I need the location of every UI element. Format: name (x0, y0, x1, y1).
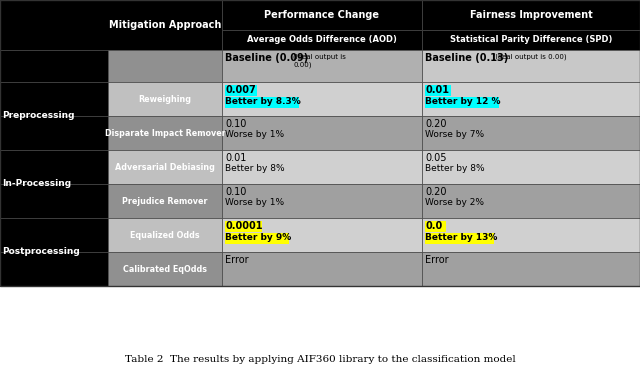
Bar (225, 97, 299, 108)
Text: 0.10: 0.10 (225, 187, 246, 197)
Bar (0, 252, 108, 286)
Text: Disparate Impact Remover: Disparate Impact Remover (104, 128, 225, 138)
Bar (0, 184, 108, 218)
Text: Better by 13%: Better by 13% (425, 233, 497, 242)
Text: Calibrated EqOdds: Calibrated EqOdds (123, 264, 207, 273)
Bar (108, 50, 222, 82)
Bar (222, 218, 422, 252)
Bar (422, 0, 640, 30)
Text: Table 2  The results by applying AIF360 library to the classification model: Table 2 The results by applying AIF360 l… (125, 355, 515, 363)
Bar (222, 184, 422, 218)
Text: Average Odds Difference (AOD): Average Odds Difference (AOD) (247, 35, 397, 45)
Bar (425, 85, 451, 96)
Bar (108, 82, 222, 116)
Text: 0.00): 0.00) (293, 62, 312, 68)
Text: Worse by 1%: Worse by 1% (225, 198, 284, 207)
Text: Equalized Odds: Equalized Odds (130, 231, 200, 240)
Text: Adversarial Debiasing: Adversarial Debiasing (115, 163, 215, 171)
Bar (108, 184, 222, 218)
Text: 0.10: 0.10 (225, 119, 246, 129)
Bar (0, 0, 222, 50)
Text: Better by 9%: Better by 9% (225, 233, 291, 242)
Bar (422, 50, 640, 82)
Bar (225, 233, 289, 244)
Text: 0.01: 0.01 (425, 85, 449, 95)
Bar (422, 116, 640, 150)
Bar (222, 50, 422, 82)
Text: Better by 8%: Better by 8% (225, 164, 285, 173)
Bar (422, 150, 640, 184)
Bar (425, 221, 445, 232)
Bar (425, 97, 499, 108)
Text: Fairness Improvement: Fairness Improvement (470, 10, 593, 20)
Text: Better by 8%: Better by 8% (425, 164, 484, 173)
Bar (425, 233, 494, 244)
Bar (225, 221, 262, 232)
Bar (422, 184, 640, 218)
Text: Baseline (0.09): Baseline (0.09) (225, 53, 312, 63)
Text: Preprocessing: Preprocessing (2, 112, 74, 121)
Text: 0.20: 0.20 (425, 187, 447, 197)
Text: In-Processing: In-Processing (2, 180, 71, 189)
Bar (0, 82, 108, 116)
Text: (Ideal output is: (Ideal output is (293, 53, 346, 60)
Text: Better by 8.3%: Better by 8.3% (225, 97, 301, 106)
Bar (0, 116, 108, 150)
Bar (0, 150, 108, 184)
Bar (0, 50, 108, 82)
Text: 0.20: 0.20 (425, 119, 447, 129)
Text: Reweighing: Reweighing (138, 94, 191, 103)
Bar (222, 116, 422, 150)
Text: Performance Change: Performance Change (264, 10, 380, 20)
Text: (Ideal output is 0.00): (Ideal output is 0.00) (493, 53, 566, 60)
Bar (108, 218, 222, 252)
Bar (422, 30, 640, 50)
Text: Baseline (0.13): Baseline (0.13) (425, 53, 511, 63)
Text: 0.0001: 0.0001 (225, 221, 262, 231)
Bar (0, 218, 108, 252)
Text: Worse by 2%: Worse by 2% (425, 198, 484, 207)
Text: Worse by 7%: Worse by 7% (425, 130, 484, 139)
Text: Worse by 1%: Worse by 1% (225, 130, 284, 139)
Bar (422, 82, 640, 116)
Text: Postprocessing: Postprocessing (2, 247, 80, 257)
Text: Statistical Parity Difference (SPD): Statistical Parity Difference (SPD) (450, 35, 612, 45)
Bar (222, 0, 422, 30)
Bar (225, 85, 257, 96)
Text: Mitigation Approach: Mitigation Approach (109, 20, 221, 30)
Bar (108, 150, 222, 184)
Text: Error: Error (425, 255, 449, 265)
Bar (422, 218, 640, 252)
Bar (422, 252, 640, 286)
Text: 0.0: 0.0 (425, 221, 442, 231)
Bar (222, 252, 422, 286)
Text: Better by 12 %: Better by 12 % (425, 97, 500, 106)
Text: 0.007: 0.007 (225, 85, 256, 95)
Bar (222, 30, 422, 50)
Text: Prejudice Remover: Prejudice Remover (122, 196, 208, 205)
Bar (222, 150, 422, 184)
Text: 0.01: 0.01 (225, 153, 246, 163)
Bar (108, 116, 222, 150)
Text: 0.05: 0.05 (425, 153, 447, 163)
Text: Error: Error (225, 255, 248, 265)
Bar (108, 252, 222, 286)
Bar (0, 0, 640, 286)
Bar (222, 82, 422, 116)
